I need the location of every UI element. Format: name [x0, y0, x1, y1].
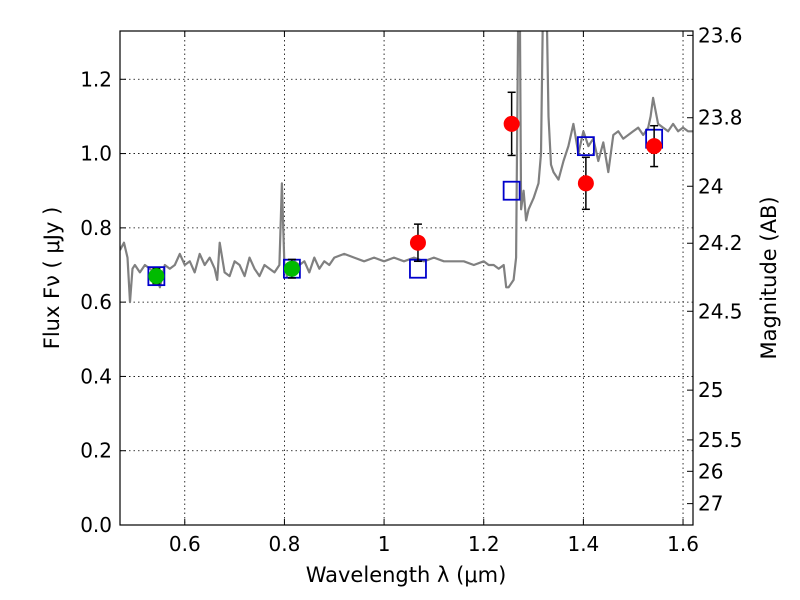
x-tick-label: 1.2	[468, 532, 500, 556]
x-tick-label: 0.6	[169, 532, 201, 556]
y-tick-label: 0.6	[80, 290, 112, 314]
y-axis-label-left: Flux Fν ( μJy )	[40, 207, 64, 350]
spectrum-line	[120, 31, 693, 304]
plot-area	[120, 31, 693, 525]
photometry-point	[503, 115, 520, 132]
y-tick-label: 1.2	[80, 67, 112, 91]
mag-tick-label: 25	[698, 378, 723, 402]
y-tick-label: 0.2	[80, 439, 112, 463]
y-tick-label: 0.0	[80, 513, 112, 537]
plot-frame	[119, 30, 694, 526]
mag-tick-label: 23.6	[698, 23, 743, 47]
photometry-point	[409, 234, 426, 251]
mag-tick-label: 23.8	[698, 106, 743, 130]
mag-tick-label: 24.5	[698, 299, 743, 323]
x-tick-label: 1	[378, 532, 391, 556]
mag-tick-label: 24.2	[698, 231, 743, 255]
x-tick-label: 0.8	[269, 532, 301, 556]
x-tick-label: 1.4	[567, 532, 599, 556]
y-tick-label: 0.4	[80, 364, 112, 388]
mag-tick-label: 24	[698, 174, 723, 198]
y-axis-label-right: Magnitude (AB)	[757, 196, 781, 359]
model-photometry-square	[576, 136, 595, 157]
photometry-point	[283, 260, 300, 277]
photometry-point	[646, 138, 663, 155]
x-axis-label: Wavelength λ (μm)	[306, 563, 507, 587]
photometry-point	[577, 175, 594, 192]
mag-tick-label: 25.5	[698, 428, 743, 452]
plot-content	[120, 31, 693, 304]
mag-tick-label: 26	[698, 459, 723, 483]
photometry-point	[148, 268, 165, 285]
y-tick-label: 0.8	[80, 216, 112, 240]
model-photometry-square	[502, 180, 521, 201]
y-tick-label: 1.0	[80, 142, 112, 166]
x-tick-label: 1.6	[667, 532, 699, 556]
ticks: 0.6 0.8 1 1.2 1.4 1.6 0.0 0.2 0.4 0.6 0.8 1.0 1.2 23.…	[80, 23, 742, 556]
mag-tick-label: 27	[698, 492, 723, 516]
